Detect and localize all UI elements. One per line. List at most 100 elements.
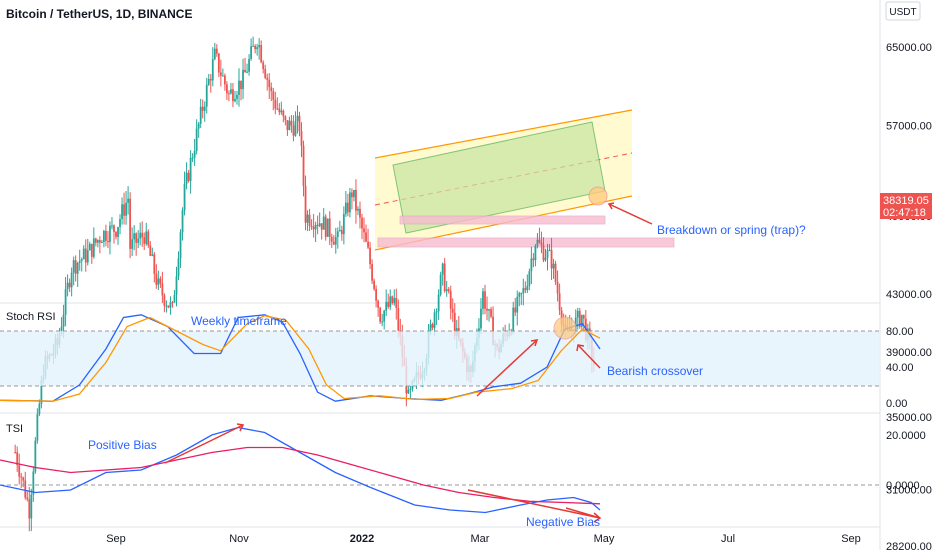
candle-body: [304, 185, 307, 223]
candle-body: [20, 476, 23, 478]
candle-body: [141, 232, 144, 238]
candle-body: [387, 301, 390, 307]
candle-body: [514, 307, 517, 313]
candle-body: [361, 217, 363, 229]
candle-body: [451, 308, 454, 313]
candle-body: [375, 288, 378, 301]
candle-body: [556, 281, 559, 294]
candle-body: [16, 452, 19, 466]
candle-body: [357, 208, 359, 211]
candle-body: [143, 237, 146, 244]
candle-body: [373, 280, 375, 289]
candle-body: [179, 232, 182, 259]
candle-body: [78, 261, 81, 263]
candle-body: [115, 231, 117, 237]
candle-body: [359, 208, 361, 218]
candle-body: [80, 259, 83, 262]
candle-body: [223, 75, 226, 85]
candle-body: [183, 183, 186, 211]
candle-body: [435, 311, 438, 313]
candle-body: [169, 302, 172, 308]
tsi-lines: [0, 426, 601, 514]
candle-body: [96, 240, 99, 243]
price-tag-value: 38319.05: [883, 195, 929, 207]
candle-body: [490, 309, 492, 317]
candle-body: [205, 84, 208, 107]
currency-badge[interactable]: [885, 1, 921, 21]
rsi-tick: 80.00: [886, 326, 914, 338]
candle-body: [107, 240, 109, 243]
candle-body: [322, 216, 325, 230]
candle-body: [62, 314, 65, 327]
candle-body: [554, 263, 557, 282]
candle-body: [530, 258, 533, 272]
candle-body: [185, 172, 188, 184]
candle-body: [90, 243, 93, 257]
candle-body: [353, 189, 355, 198]
candle-body: [548, 249, 551, 251]
candle-body: [66, 282, 69, 290]
candle-body: [157, 278, 160, 285]
positive-bias-arrowhead: [236, 423, 245, 432]
candle-body: [306, 214, 309, 223]
tsi-axis-ticks: 20.0000 0.0000: [886, 430, 926, 492]
candle-body: [181, 210, 184, 233]
candle-body: [123, 204, 125, 216]
candle-body: [14, 451, 17, 453]
crossover-arrowhead: [576, 344, 585, 352]
candle-body: [338, 230, 341, 232]
candle-body: [250, 46, 252, 59]
candle-body: [320, 223, 323, 230]
candle-body: [328, 218, 331, 237]
candle-body: [397, 308, 400, 331]
candle-body: [288, 120, 291, 131]
candle-body: [391, 296, 394, 304]
candle-body: [119, 219, 121, 228]
candle-body: [86, 250, 89, 263]
candle-body: [349, 192, 351, 213]
candle-body: [308, 214, 311, 226]
candle-body: [389, 296, 392, 307]
candle-body: [240, 80, 242, 90]
candle-body: [270, 87, 273, 92]
candle-body: [92, 238, 95, 257]
candle-body: [274, 99, 277, 109]
negative-annotation: Negative Bias: [526, 515, 600, 529]
candle-body: [246, 71, 248, 73]
crossover-arrow: [577, 344, 601, 369]
rsi-band: [0, 331, 880, 386]
time-label: 2022: [350, 533, 374, 545]
rsi-axis-ticks: 80.00 40.00 0.00: [886, 326, 914, 410]
candle-body: [580, 314, 583, 327]
breakdown-annotation: Breakdown or spring (trap)?: [657, 223, 806, 237]
candle-body: [199, 106, 202, 124]
candle-body: [193, 150, 196, 158]
candle-body: [24, 480, 27, 498]
candle-body: [441, 263, 444, 275]
candle-body: [409, 388, 412, 390]
candle-body: [258, 45, 261, 48]
candle-body: [266, 77, 269, 80]
candle-body: [197, 123, 200, 129]
stoch-d-line: [0, 315, 601, 402]
candle-body: [232, 89, 234, 102]
candle-body: [302, 145, 305, 186]
candle-body: [217, 53, 220, 73]
stoch-rsi-label: Stoch RSI: [6, 311, 56, 323]
candle-body: [540, 242, 543, 246]
candle-body: [94, 238, 97, 243]
channel-upper-line: [374, 109, 633, 159]
candle-body: [342, 213, 345, 235]
candle-body: [242, 69, 244, 90]
candle-body: [576, 310, 579, 318]
candle-body: [367, 241, 369, 248]
candle-body: [534, 245, 537, 261]
candle-body: [213, 48, 216, 60]
candle-body: [371, 264, 373, 281]
candle-body: [187, 172, 190, 181]
candle-body: [155, 273, 158, 285]
positive-annotation: Positive Bias: [88, 438, 157, 452]
candle-body: [161, 283, 164, 296]
candle-body: [203, 106, 206, 111]
